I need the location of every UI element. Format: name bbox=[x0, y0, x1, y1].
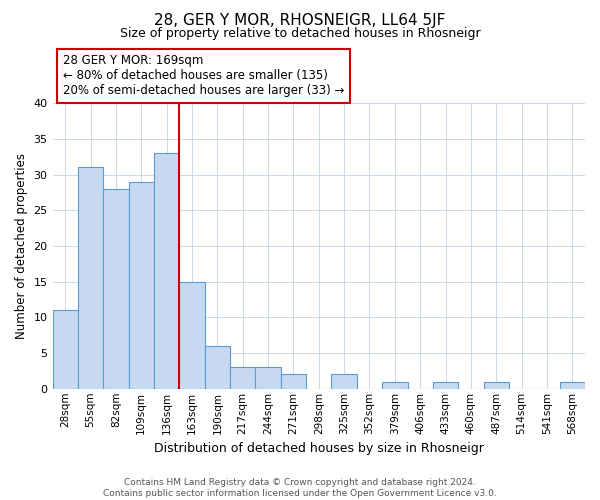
Bar bbox=[230, 368, 256, 389]
X-axis label: Distribution of detached houses by size in Rhosneigr: Distribution of detached houses by size … bbox=[154, 442, 484, 455]
Bar bbox=[128, 182, 154, 389]
Bar bbox=[256, 368, 281, 389]
Text: 28, GER Y MOR, RHOSNEIGR, LL64 5JF: 28, GER Y MOR, RHOSNEIGR, LL64 5JF bbox=[154, 12, 446, 28]
Bar bbox=[433, 382, 458, 389]
Bar bbox=[103, 189, 128, 389]
Bar bbox=[179, 282, 205, 389]
Bar bbox=[205, 346, 230, 389]
Bar bbox=[331, 374, 357, 389]
Bar bbox=[484, 382, 509, 389]
Bar bbox=[382, 382, 407, 389]
Text: 28 GER Y MOR: 169sqm
← 80% of detached houses are smaller (135)
20% of semi-deta: 28 GER Y MOR: 169sqm ← 80% of detached h… bbox=[63, 54, 344, 98]
Bar bbox=[560, 382, 585, 389]
Bar bbox=[53, 310, 78, 389]
Text: Size of property relative to detached houses in Rhosneigr: Size of property relative to detached ho… bbox=[119, 28, 481, 40]
Bar bbox=[78, 168, 103, 389]
Text: Contains HM Land Registry data © Crown copyright and database right 2024.
Contai: Contains HM Land Registry data © Crown c… bbox=[103, 478, 497, 498]
Y-axis label: Number of detached properties: Number of detached properties bbox=[15, 153, 28, 339]
Bar bbox=[281, 374, 306, 389]
Bar bbox=[154, 153, 179, 389]
